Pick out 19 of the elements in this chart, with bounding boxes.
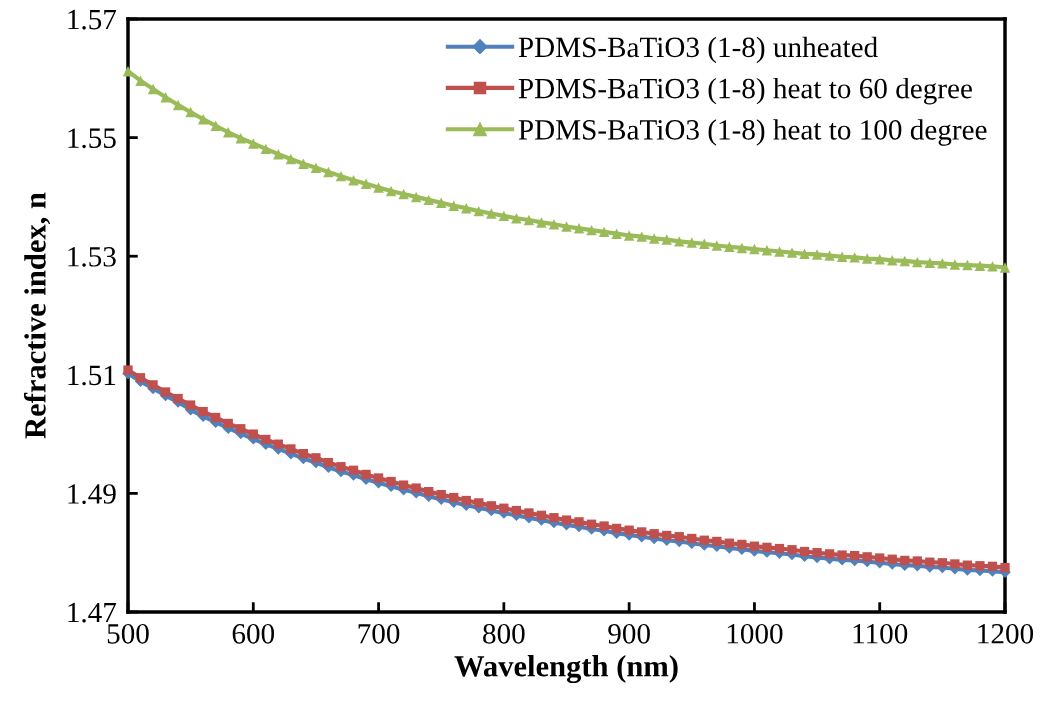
legend-label: PDMS-BaTiO3 (1-8) heat to 60 degree	[518, 77, 972, 105]
y-tick-label: 1.47	[68, 602, 117, 623]
y-tick-label: 1.49	[68, 484, 116, 504]
x-tick-label: 800	[483, 623, 525, 644]
x-tick-label: 1100	[853, 623, 908, 644]
x-tick-label: 700	[358, 623, 400, 644]
y-axis-title: Refractive index, n	[23, 192, 51, 439]
legend-label: PDMS-BaTiO3 (1-8) unheated	[518, 36, 878, 64]
y-tick-label: 1.51	[68, 365, 116, 386]
x-tick-label: 1200	[978, 623, 1034, 644]
x-tick-label: 1000	[727, 623, 783, 644]
x-axis-title: Wavelength (nm)	[454, 655, 678, 684]
y-tick-label: 1.55	[68, 128, 116, 149]
x-tick-label: 500	[107, 623, 149, 644]
legend-label: PDMS-BaTiO3 (1-8) heat to 100 degree	[518, 119, 987, 146]
y-tick-label: 1.53	[68, 247, 116, 267]
x-tick-label: 900	[608, 623, 650, 644]
x-tick-label: 600	[232, 623, 275, 644]
y-tick-label: 1.57	[68, 9, 117, 30]
